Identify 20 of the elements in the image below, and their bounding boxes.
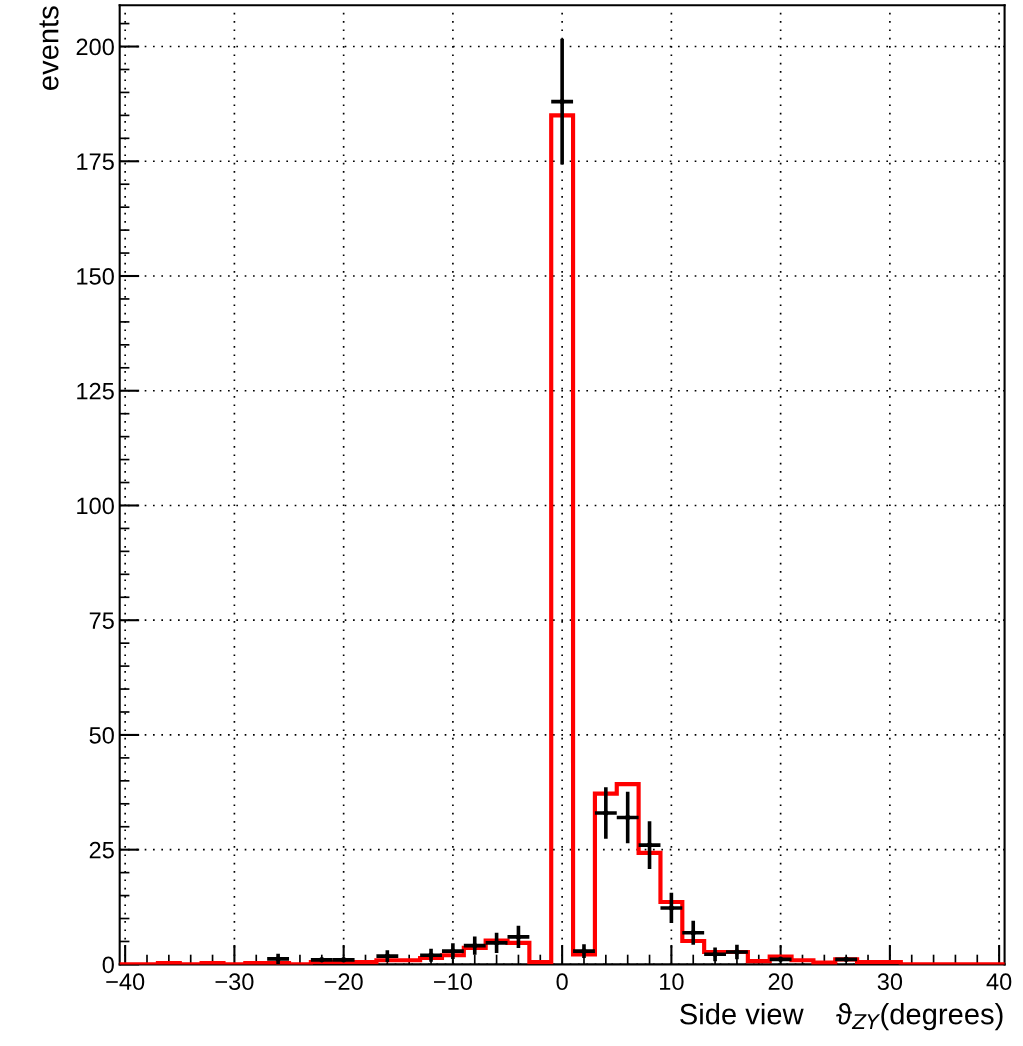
y-tick-label: 150 [77, 268, 114, 285]
x-tick-label: −40 [106, 973, 145, 991]
y-tick-label: 100 [77, 497, 114, 515]
y-tick-label: 175 [77, 153, 114, 171]
y-tick-label: 200 [76, 38, 114, 56]
x-tick-label: −30 [215, 973, 254, 991]
x-tick-label: 0 [556, 973, 568, 991]
y-axis-title: events [39, 6, 59, 90]
x-tick-label: 20 [768, 973, 793, 991]
y-tick-label: 25 [89, 841, 114, 859]
x-tick-label: 10 [660, 973, 684, 991]
y-tick-label: 50 [89, 727, 114, 744]
x-tick-label: 40 [986, 973, 1012, 991]
x-tick-label: −10 [434, 973, 472, 991]
x-tick-label: −20 [324, 973, 363, 991]
y-tick-label: 125 [77, 382, 114, 400]
x-axis-title: Side view ϑ$_{ZY}$(degrees) [680, 1003, 1003, 1031]
y-tick-label: 75 [89, 612, 114, 629]
x-tick-label: 30 [877, 973, 903, 991]
y-tick-label: 0 [102, 956, 114, 974]
